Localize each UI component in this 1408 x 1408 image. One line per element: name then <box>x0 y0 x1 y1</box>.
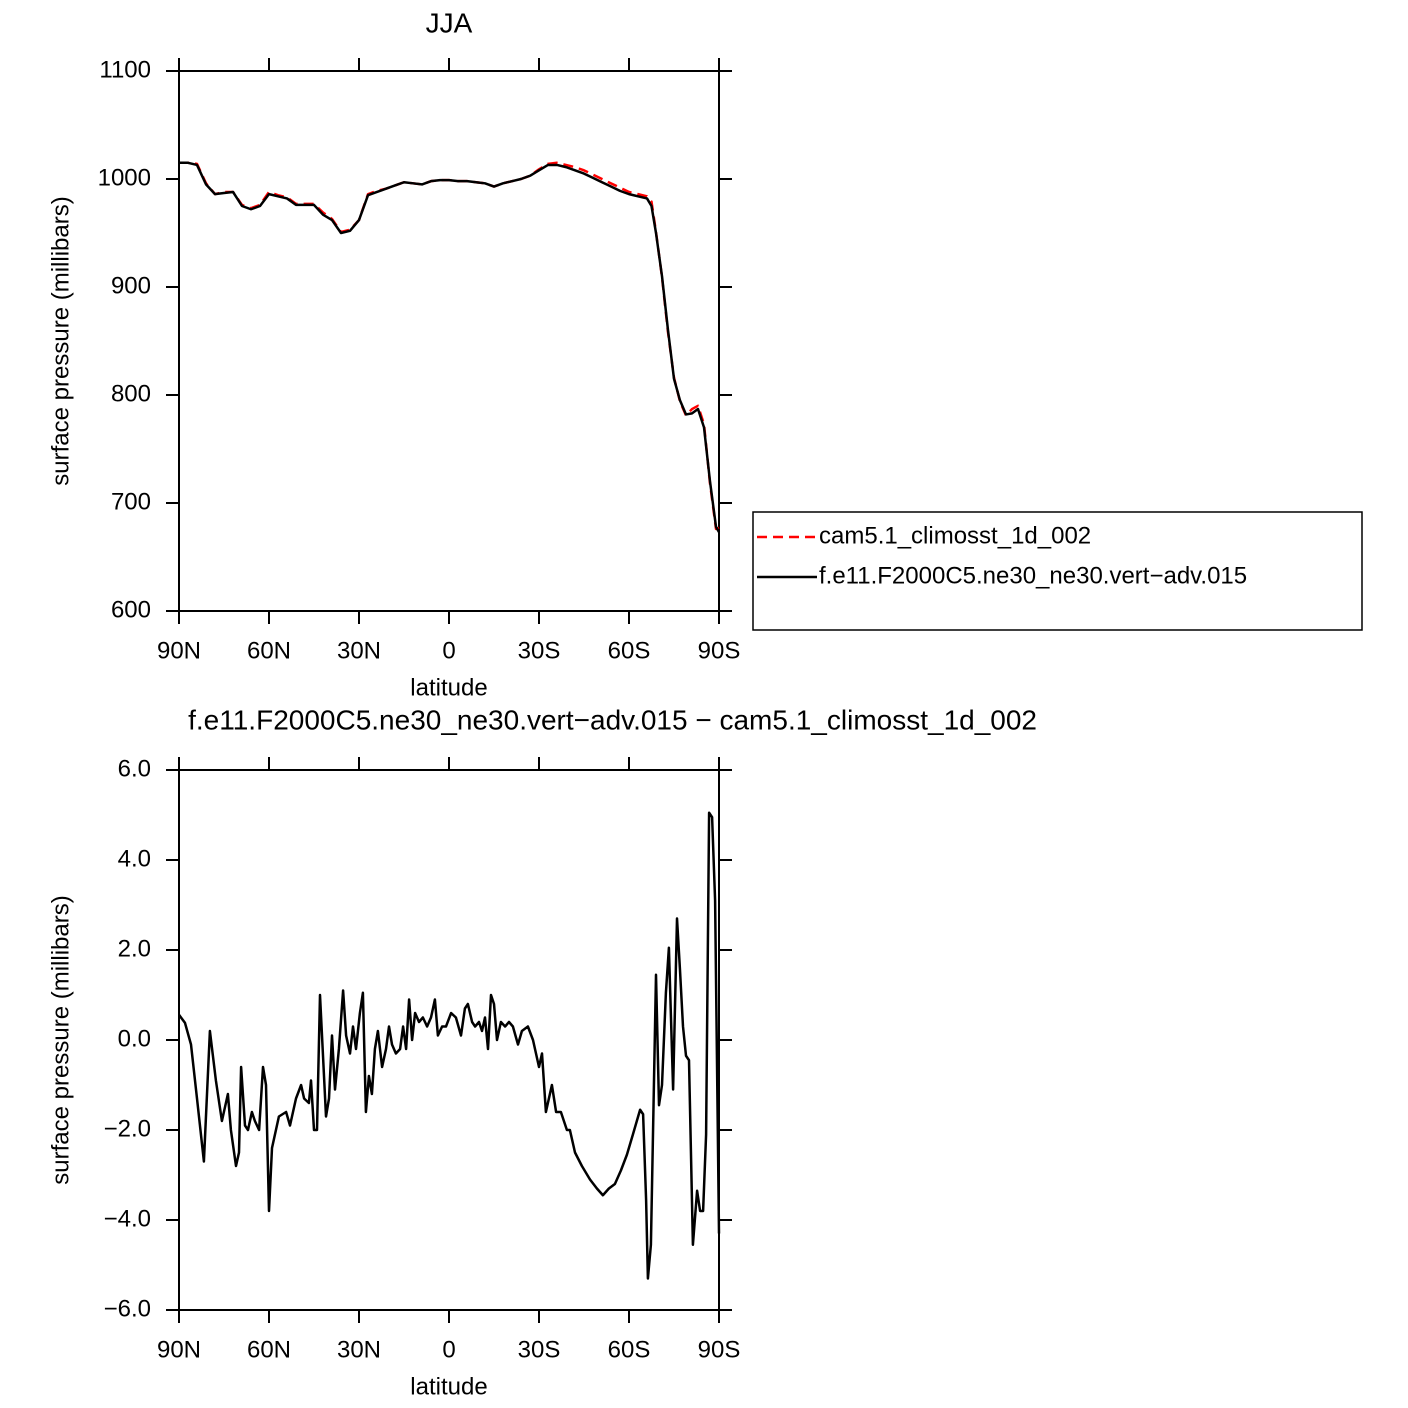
legend-label: f.e11.F2000C5.ne30_ne30.vert−adv.015 <box>819 562 1247 589</box>
series-line <box>177 811 721 1280</box>
x-tick-label: 60N <box>247 637 291 664</box>
x-tick-label: 30S <box>518 637 561 664</box>
y-tick-label: 700 <box>111 488 151 515</box>
y-tick-label: 0.0 <box>118 1025 151 1052</box>
series-line <box>179 161 721 533</box>
x-axis-label: latitude <box>410 674 487 701</box>
y-tick-label: 600 <box>111 596 151 623</box>
x-tick-label: 30N <box>337 1336 381 1363</box>
x-tick-label: 60S <box>608 1336 651 1363</box>
x-axis-label: latitude <box>410 1373 487 1400</box>
x-tick-label: 0 <box>442 1336 455 1363</box>
y-axis-label: surface pressure (millibars) <box>47 196 74 485</box>
y-tick-label: 900 <box>111 272 151 299</box>
y-tick-label: 1000 <box>98 164 151 191</box>
plot-frame <box>178 769 720 1311</box>
y-tick-label: 2.0 <box>118 935 151 962</box>
x-tick-label: 90N <box>157 637 201 664</box>
y-tick-label: 4.0 <box>118 845 151 872</box>
chart-title: f.e11.F2000C5.ne30_ne30.vert−adv.015 − c… <box>188 704 1037 735</box>
y-tick-label: 1100 <box>99 56 151 83</box>
y-tick-label: −4.0 <box>104 1205 151 1232</box>
legend-label: cam5.1_climosst_1d_002 <box>819 522 1091 549</box>
y-tick-label: −2.0 <box>104 1115 151 1142</box>
x-tick-label: 60S <box>608 637 651 664</box>
y-tick-label: 800 <box>111 380 151 407</box>
series-line <box>179 161 720 531</box>
legend-box <box>752 511 1363 631</box>
x-tick-label: 90S <box>698 1336 741 1363</box>
y-axis-label: surface pressure (millibars) <box>47 895 74 1184</box>
x-tick-label: 60N <box>247 1336 291 1363</box>
x-tick-label: 90N <box>157 1336 201 1363</box>
x-tick-label: 30N <box>337 637 381 664</box>
x-tick-label: 90S <box>698 637 741 664</box>
y-tick-label: 6.0 <box>118 755 151 782</box>
chart-title: JJA <box>426 7 473 38</box>
plot-frame <box>178 70 720 612</box>
x-tick-label: 30S <box>518 1336 561 1363</box>
x-tick-label: 0 <box>442 637 455 664</box>
y-tick-label: −6.0 <box>104 1295 151 1322</box>
